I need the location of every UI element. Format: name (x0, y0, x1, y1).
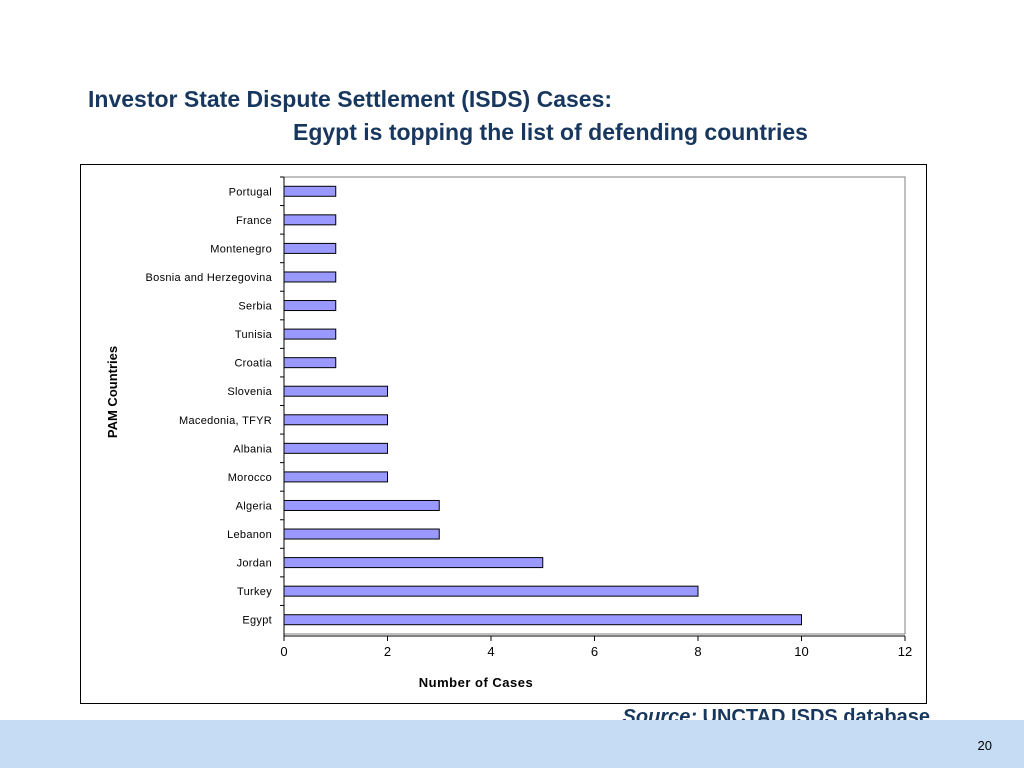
x-tick-label: 8 (694, 644, 701, 659)
category-labels: Portugal France Montenegro Bosnia and Herze… (146, 176, 284, 627)
slide-title-line1: Investor State Dispute Settlement (ISDS)… (88, 86, 613, 112)
bar-chart: Portugal France Montenegro Bosnia and Herze… (105, 176, 912, 690)
bar-jordan (283, 557, 544, 569)
bar-tunisia (283, 328, 337, 340)
x-tick-label: 6 (591, 644, 598, 659)
category-label: Algeria (236, 500, 273, 512)
category-label: Serbia (238, 301, 272, 313)
category-label: Bosnia and Herzegovina (146, 272, 273, 284)
x-tick-label: 4 (487, 644, 494, 659)
bar-macedonia-tfyr (283, 414, 388, 426)
page-number: 20 (977, 738, 992, 753)
bar-algeria (283, 499, 440, 511)
bar-morocco (283, 471, 388, 483)
category-label: Albania (233, 443, 272, 455)
category-label: Egypt (242, 615, 272, 627)
category-label: Portugal (229, 186, 272, 198)
category-label: Slovenia (227, 386, 272, 398)
x-tick-label: 10 (794, 644, 808, 659)
category-label: Montenegro (210, 243, 272, 255)
bar-slovenia (283, 385, 388, 397)
bar-lebanon (283, 528, 440, 540)
bar-france (283, 214, 337, 226)
bar-serbia (283, 300, 337, 312)
x-tick-label: 0 (280, 644, 287, 659)
category-label: Croatia (234, 358, 272, 370)
category-label: France (236, 215, 272, 227)
category-label: Lebanon (227, 529, 272, 541)
footer-band (0, 720, 1024, 768)
bar-bosnia-and-herzegovina (283, 271, 337, 283)
bars (283, 185, 802, 626)
category-label: Jordan (237, 558, 272, 570)
category-label: Morocco (228, 472, 272, 484)
bar-croatia (283, 357, 337, 369)
y-axis-label: PAM Countries (105, 346, 120, 438)
x-axis-label: Number of Cases (419, 675, 533, 690)
bar-turkey (283, 585, 699, 597)
x-axis-ticks: 0 2 4 6 8 10 12 (280, 636, 912, 659)
x-tick-label: 2 (384, 644, 391, 659)
x-tick-label: 12 (898, 644, 912, 659)
bar-portugal (283, 185, 337, 197)
category-label: Turkey (237, 586, 272, 598)
chart-frame: Portugal France Montenegro Bosnia and Herze… (80, 164, 927, 704)
category-label: Macedonia, TFYR (179, 415, 272, 427)
category-label: Tunisia (235, 329, 273, 341)
slide-title-line2: Egypt is topping the list of defending c… (293, 119, 808, 145)
bar-egypt (283, 614, 802, 626)
bar-albania (283, 442, 388, 454)
bar-montenegro (283, 242, 337, 254)
